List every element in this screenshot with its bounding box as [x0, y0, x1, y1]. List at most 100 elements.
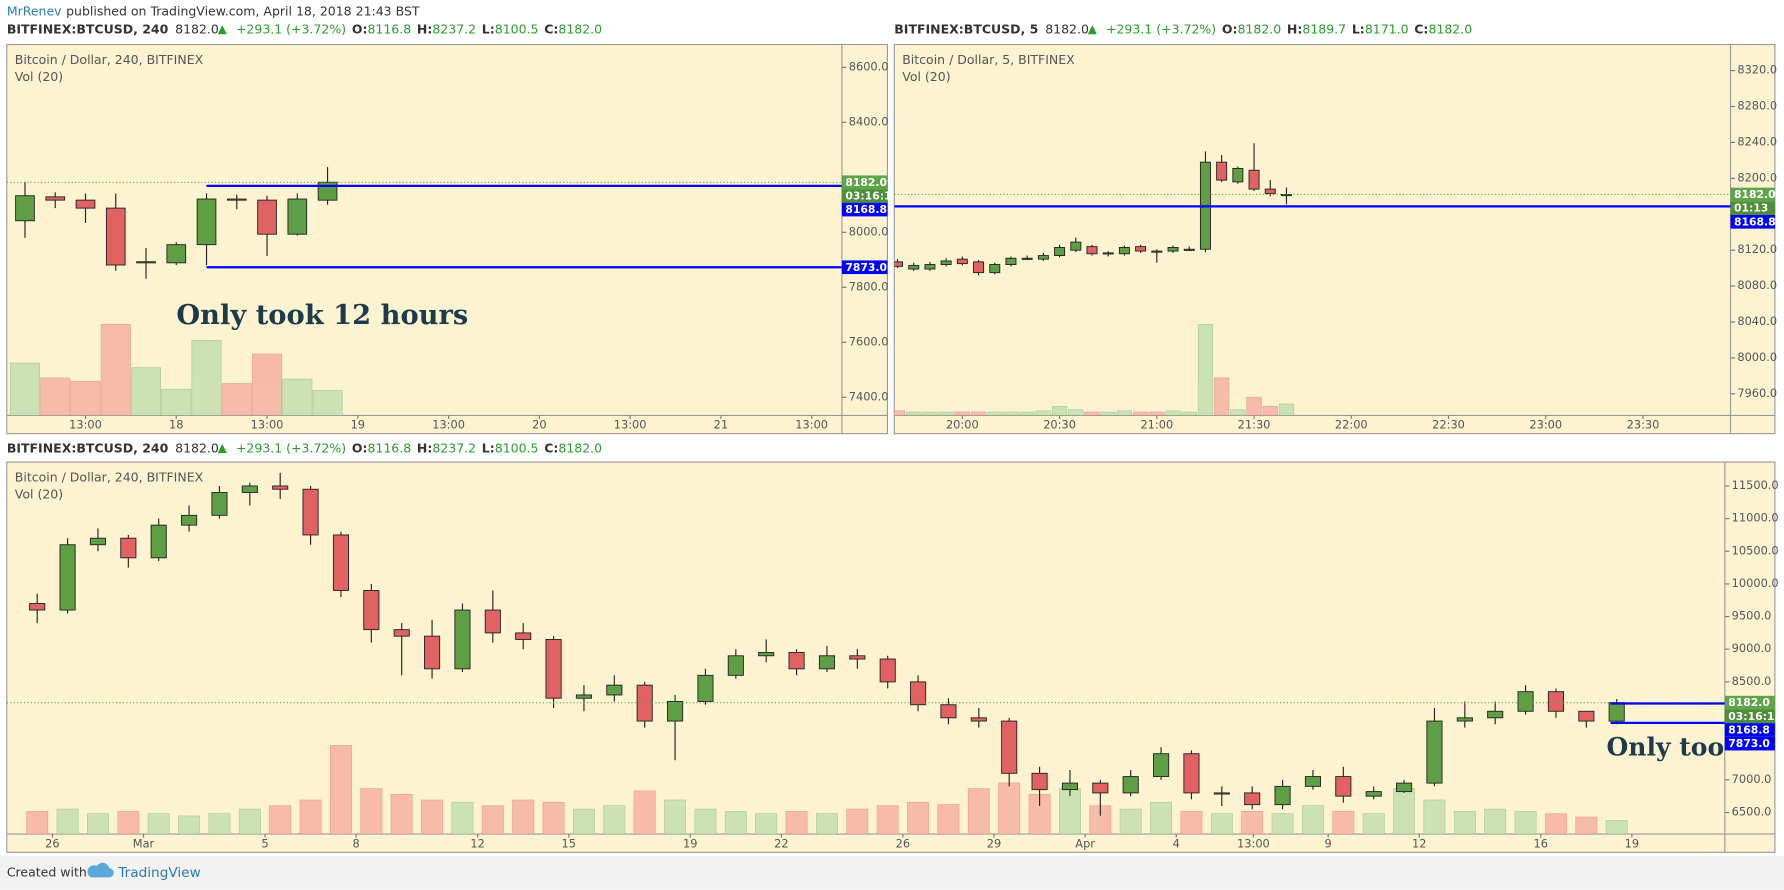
volume-bar — [1210, 813, 1233, 835]
price-label: 8182.0 — [1734, 188, 1776, 201]
volume-bar — [1246, 396, 1262, 416]
y-tick-label: 7960.0 — [1737, 386, 1777, 400]
price-label: 01:13 — [1734, 202, 1768, 215]
symbol: BITFINEX:BTCUSD, 240 — [7, 440, 169, 455]
candle-body — [363, 590, 380, 631]
volume-bar — [785, 811, 808, 835]
change: +293.1 (+3.72%) — [236, 440, 346, 455]
volume-bar — [603, 805, 626, 835]
volume-bar — [100, 324, 131, 416]
series-legend: Bitcoin / Dollar, 240, BITFINEX — [15, 52, 204, 67]
x-tick-label: 5 — [261, 836, 268, 850]
volume-bar — [664, 799, 687, 835]
candle-body — [1021, 257, 1033, 260]
x-tick-label: 20:00 — [946, 418, 979, 432]
candle-body — [59, 544, 76, 611]
price-label-box — [1730, 187, 1775, 202]
x-tick-label: 13:00 — [1237, 836, 1270, 850]
x-tick-label: 16 — [1534, 836, 1548, 850]
candle-body — [940, 260, 952, 265]
volume-bar — [1149, 411, 1165, 416]
candle-body — [15, 195, 35, 222]
candle-body — [788, 652, 805, 670]
volume-bar — [1084, 411, 1100, 416]
y-tick-label: 8500.0 — [1732, 674, 1772, 688]
publish-info: published on TradingView.com, April 18, … — [66, 3, 420, 18]
volume-bar — [512, 799, 535, 835]
volume-legend: Vol (20) — [15, 69, 63, 84]
candle-body — [1102, 252, 1114, 255]
x-tick-label: 13:00 — [251, 418, 284, 432]
author[interactable]: MrRenev — [7, 3, 62, 18]
volume-bar — [1453, 811, 1476, 835]
y-tick-label: 8280.0 — [1737, 98, 1777, 112]
price-label-box — [1730, 201, 1775, 215]
volume-bar — [117, 811, 140, 835]
candle-body — [196, 198, 217, 246]
volume-bar — [238, 808, 261, 835]
volume-bar — [1180, 811, 1203, 835]
ohlc-label: L: — [1352, 21, 1365, 36]
tradingview-logo[interactable]: TradingView — [87, 862, 201, 881]
price-label-box — [1724, 709, 1775, 724]
x-tick-label: 22:00 — [1335, 418, 1368, 432]
y-tick-label: 8000.0 — [849, 224, 889, 238]
volume-bar — [724, 811, 747, 835]
candle-body — [332, 534, 350, 591]
candle-body — [1517, 691, 1534, 712]
x-tick-label: 21:30 — [1238, 418, 1271, 432]
x-tick-label: Mar — [133, 836, 155, 850]
volume-bar — [1332, 811, 1355, 835]
footer-brand[interactable]: TradingView — [117, 865, 200, 881]
footer-created: Created with — [7, 864, 87, 879]
volume-bar — [1271, 813, 1294, 835]
footer-bar — [0, 855, 1784, 890]
volume-bar — [130, 367, 162, 416]
volume-bar — [1003, 411, 1019, 416]
candle-body — [166, 244, 187, 264]
y-tick-label: 9500.0 — [1732, 609, 1772, 623]
candle-body — [1092, 782, 1109, 794]
price-label: 8182.0 — [1728, 696, 1770, 709]
x-tick-label: 22 — [774, 836, 788, 850]
x-tick-label: 12 — [470, 836, 484, 850]
price-label: 8168.8 — [845, 203, 887, 216]
price-label: 03:16:13 — [1728, 710, 1782, 723]
volume-bar — [1262, 405, 1278, 416]
ohlc-value: 8182.0 — [558, 440, 602, 455]
ohlc-label: O: — [352, 21, 368, 36]
volume-legend: Vol (20) — [902, 69, 950, 84]
candle-body — [894, 261, 903, 267]
candle-body — [1216, 161, 1228, 181]
volume-bar — [1484, 808, 1507, 835]
candle-body — [515, 632, 532, 640]
volume-bar — [1197, 324, 1214, 416]
candle-body — [241, 485, 258, 493]
volume-bar — [922, 411, 938, 416]
price-label-box — [1730, 214, 1775, 229]
price-label: 8182.0 — [845, 176, 887, 189]
ohlc-value: 8237.2 — [432, 21, 476, 36]
up-arrow — [217, 443, 227, 453]
y-tick-label: 6500.0 — [1732, 804, 1772, 818]
price-label: 7873.0 — [845, 261, 887, 274]
y-tick-label: 11500.0 — [1732, 478, 1779, 492]
ohlc-label: C: — [544, 21, 558, 36]
price-label-box — [841, 175, 888, 190]
volume-bar — [1214, 377, 1230, 416]
volume-bar — [694, 808, 717, 835]
volume-bar — [26, 811, 49, 835]
candle-body — [956, 258, 968, 265]
last-price: 8182.0 — [175, 440, 219, 455]
x-tick-label: 29 — [987, 836, 1001, 850]
x-tick-label: 12 — [1412, 836, 1426, 850]
y-tick-label: 10000.0 — [1732, 576, 1779, 590]
y-tick-label: 9000.0 — [1732, 641, 1772, 655]
volume-bar — [1181, 411, 1197, 416]
volume-bar — [1301, 805, 1324, 835]
ohlc-value: 8189.7 — [1302, 21, 1346, 36]
candle-body — [1070, 241, 1082, 251]
volume-bar — [1230, 409, 1246, 416]
annotation: Only took — [1607, 731, 1743, 761]
